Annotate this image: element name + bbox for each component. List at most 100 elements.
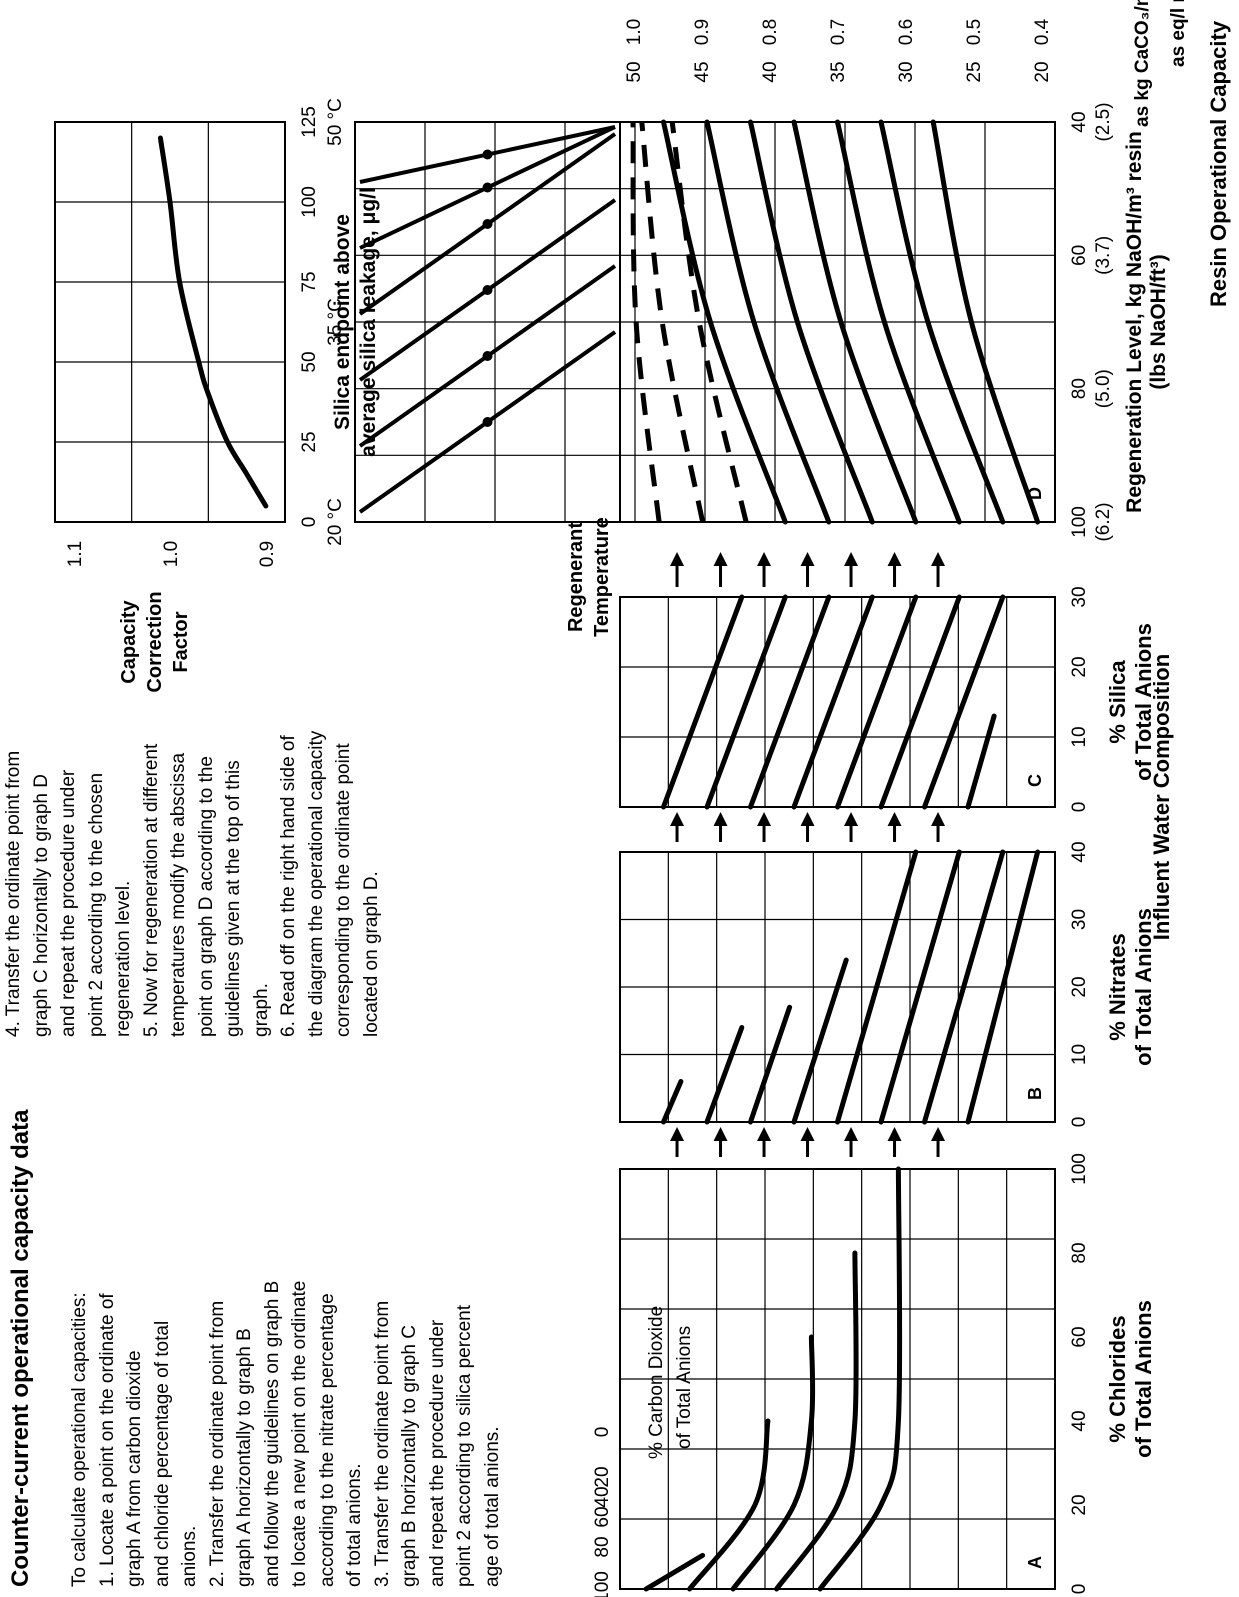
graph-d-solid-curve: [748, 119, 875, 525]
capacity-eq-value: 0.5: [964, 19, 985, 45]
transfer-arrow-head: [713, 1127, 728, 1141]
graph-d-x-tick: 100: [1069, 506, 1090, 538]
correction-x-tick: 25: [299, 431, 320, 452]
correction-x-tick: 50: [299, 351, 320, 372]
correction-y-tick: 1.0: [161, 541, 182, 567]
correction-x-tick: 0: [299, 517, 320, 528]
graph-d-solid-curve: [791, 119, 919, 525]
transfer-arrow-head: [931, 1127, 946, 1141]
graph-a-curve-co2-40: [774, 1250, 859, 1592]
transfer-arrow-head: [757, 812, 772, 826]
capacity-kg-value: 30: [896, 61, 917, 82]
graph-b-letter: B: [1025, 1087, 1045, 1100]
graph-d-guideline-arrowhead: [482, 149, 493, 160]
graph-a-letter: A: [1025, 1556, 1045, 1569]
graph-b-x-tick: 0: [1069, 1117, 1090, 1128]
correction-curve: [157, 135, 269, 509]
graph-d-xlabel-2: (lbs NaOH/ft³): [1147, 254, 1170, 389]
capacity-eq-units-label: as eq/l resin: [1168, 0, 1189, 67]
capacity-eq-value: 0.7: [828, 19, 849, 45]
graph-d-xlabel-1: Regeneration Level, kg NaOH/m³ resin: [1123, 131, 1146, 513]
transfer-arrow-head: [800, 1127, 815, 1141]
resin-operational-capacity-label: Resin Operational Capacity: [1206, 20, 1231, 307]
graph-c-x-tick: 10: [1069, 726, 1090, 747]
graph-c-guideline: [878, 594, 962, 810]
graph-b-guideline: [661, 1079, 684, 1125]
graph-a-xlabel-2: of Total Anions: [1131, 1300, 1156, 1458]
transfer-arrow-head: [887, 1127, 902, 1141]
regenerant-temperature-label-1: Regenerant: [565, 521, 587, 633]
graph-c-guideline: [922, 594, 1006, 810]
graph-c-guideline: [748, 594, 832, 810]
graph-a-co2-tick: 80: [592, 1536, 613, 1557]
capacity-kg-units-label: as kg CaCO₃/m³ resin kg/ft³: [1132, 0, 1153, 127]
graph-a-curve-co2-20: [817, 1166, 903, 1592]
correction-xlabel-2: average silica leakage, μg/l: [357, 187, 380, 457]
graph-a-x-tick: 100: [1069, 1153, 1090, 1185]
graph-b-xlabel-2: of Total Anions: [1131, 908, 1156, 1066]
graph-d-x-tick-lbs: (5.0): [1093, 369, 1114, 408]
graph-d-guideline-arrowhead: [482, 182, 493, 193]
correction-x-tick: 100: [299, 186, 320, 218]
transfer-arrow-head: [670, 812, 685, 826]
transfer-arrow-head: [670, 552, 685, 566]
transfer-arrow-head: [800, 552, 815, 566]
graph-a-series-label-1: % Carbon Dioxide: [646, 1306, 667, 1459]
capacity-kg-value: 45: [692, 61, 713, 82]
graph-b-x-tick: 40: [1069, 841, 1090, 862]
graph-d-x-tick-lbs: (2.5): [1093, 102, 1114, 141]
graph-c-x-tick: 20: [1069, 656, 1090, 677]
transfer-arrow-head: [757, 552, 772, 566]
graph-c-guideline: [965, 713, 997, 810]
graph-b-xlabel-1: % Nitrates: [1105, 933, 1130, 1041]
graph-d-guideline-arrowhead: [482, 351, 493, 361]
graph-c-xlabel-2: of Total Anions: [1131, 623, 1156, 781]
capacity-eq-value: 1.0: [624, 19, 645, 45]
graph-b-x-tick: 20: [1069, 976, 1090, 997]
graph-d-temperature-tick: 20 °C: [325, 498, 346, 546]
graph-d-guideline-arrowhead: [482, 417, 493, 427]
correction-xlabel-1: Silica endpoint above: [331, 214, 354, 430]
transfer-arrow-head: [757, 1127, 772, 1141]
correction-chart-frame: [54, 121, 286, 523]
graph-d-x-tick-lbs: (3.7): [1093, 236, 1114, 275]
graph-d-letter: D: [1025, 487, 1045, 500]
transfer-arrow-head: [713, 812, 728, 826]
graph-a-co2-tick: 20: [592, 1466, 613, 1487]
graph-c-xlabel-1: % Silica: [1105, 660, 1130, 744]
graph-d-dashed-curve: [630, 121, 662, 523]
graph-d-guideline-arrowhead: [482, 219, 493, 229]
correction-y-tick: 1.1: [65, 541, 86, 567]
graph-a-curve-co2-60: [730, 1334, 816, 1592]
graph-c-guideline: [704, 594, 788, 810]
correction-y-tick: 0.9: [257, 541, 278, 567]
graph-a-series-label-2: of Total Anions: [674, 1326, 695, 1449]
graph-a-curve-co2-80: [687, 1418, 771, 1592]
graph-a-co2-tick: 40: [592, 1486, 613, 1507]
graph-d-dashed-curve: [639, 121, 706, 523]
graph-d-x-tick-lbs: (6.2): [1093, 502, 1114, 541]
graph-b-guideline: [791, 957, 849, 1125]
graph-b-x-tick: 30: [1069, 909, 1090, 930]
graph-c-guideline: [835, 594, 919, 810]
graph-a-curve-co2-100: [643, 1552, 706, 1592]
transfer-arrow-head: [844, 1127, 859, 1141]
transfer-arrow-head: [670, 1127, 685, 1141]
graph-a-co2-tick: 60: [592, 1506, 613, 1527]
graph-d-solid-curve: [835, 119, 962, 525]
graph-a-co2-tick: 0: [592, 1427, 613, 1438]
graph-d-solid-curve: [704, 119, 832, 525]
transfer-arrow-head: [887, 552, 902, 566]
graph-b-x-tick: 10: [1069, 1044, 1090, 1065]
capacity-eq-value: 0.4: [1032, 18, 1053, 45]
capacity-eq-value: 0.6: [896, 19, 917, 45]
capacity-eq-value: 0.9: [692, 19, 713, 45]
graph-d-x-tick: 80: [1069, 378, 1090, 399]
graph-b-guideline: [922, 849, 1006, 1125]
graph-d-x-tick: 60: [1069, 245, 1090, 266]
graph-d-x-tick: 40: [1069, 111, 1090, 132]
graph-d-solid-curve: [878, 119, 1006, 525]
graph-a-xlabel-1: % Chlorides: [1105, 1315, 1130, 1442]
